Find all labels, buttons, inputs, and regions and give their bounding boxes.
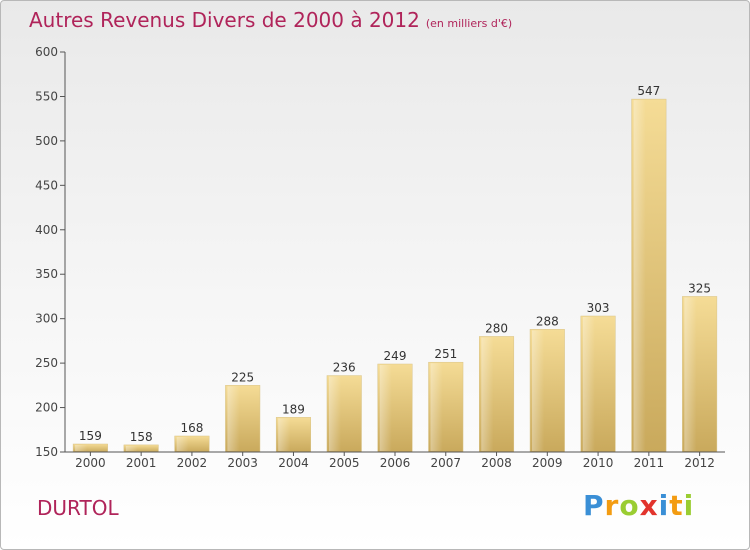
bar-value-label: 303 <box>587 301 610 315</box>
logo-letter: i <box>683 489 695 522</box>
x-tick-label: 2005 <box>329 456 360 470</box>
x-tick-label: 2000 <box>75 456 106 470</box>
logo-letter: i <box>658 489 670 522</box>
x-tick-label: 2001 <box>126 456 157 470</box>
y-tick-label: 550 <box>35 89 58 103</box>
y-tick-label: 500 <box>35 134 58 148</box>
y-tick-label: 400 <box>35 223 58 237</box>
bar-highlight <box>532 330 545 451</box>
bar-highlight <box>125 445 138 451</box>
x-tick-label: 2008 <box>481 456 512 470</box>
x-tick-label: 2002 <box>177 456 208 470</box>
bar-value-label: 236 <box>333 361 356 375</box>
logo-letter: t <box>669 489 684 522</box>
bar-value-label: 189 <box>282 402 305 416</box>
y-tick-label: 450 <box>35 178 58 192</box>
x-tick-label: 2011 <box>634 456 665 470</box>
bar-highlight <box>278 418 291 451</box>
x-tick-label: 2010 <box>583 456 614 470</box>
chart-title-block: Autres Revenus Divers de 2000 à 2012 (en … <box>29 8 512 32</box>
x-tick-label: 2012 <box>684 456 715 470</box>
x-tick-label: 2009 <box>532 456 563 470</box>
bar-value-label: 158 <box>130 430 153 444</box>
bar-highlight <box>328 376 342 451</box>
logo-letter: x <box>639 489 659 522</box>
y-tick-label: 350 <box>35 267 58 281</box>
chart-subtitle: (en milliers d'€) <box>425 17 513 30</box>
bar-highlight <box>176 437 189 451</box>
logo-letter: r <box>604 489 620 522</box>
logo-letter: P <box>583 489 605 522</box>
y-tick-label: 150 <box>35 445 58 459</box>
bar-highlight <box>481 337 494 451</box>
y-tick-label: 600 <box>35 45 58 59</box>
chart-title: Autres Revenus Divers de 2000 à 2012 <box>29 8 420 32</box>
bar-value-label: 168 <box>180 421 203 435</box>
bar-value-label: 159 <box>79 429 102 443</box>
bar-highlight <box>684 297 697 451</box>
x-tick-label: 2003 <box>227 456 258 470</box>
bar-value-label: 225 <box>231 370 254 384</box>
bar-value-label: 325 <box>688 281 711 295</box>
x-tick-label: 2007 <box>430 456 461 470</box>
bar-value-label: 547 <box>637 84 660 98</box>
y-tick-label: 200 <box>35 401 58 415</box>
bar-highlight <box>75 445 88 451</box>
bar-highlight <box>430 363 443 451</box>
x-tick-label: 2004 <box>278 456 309 470</box>
bar-value-label: 288 <box>536 314 559 328</box>
y-tick-label: 250 <box>35 356 58 370</box>
proxiti-logo: Proxiti <box>583 489 694 522</box>
bar-highlight <box>379 365 392 451</box>
bars: 159 158 168 225 189 236 249 251 280 288 303 547 325 <box>72 84 718 453</box>
x-tick-label: 2006 <box>380 456 411 470</box>
y-axis: 150 200 250 300 350 400 450 500 550 600 <box>35 45 66 459</box>
logo-letter: o <box>619 489 640 522</box>
bar-value-label: 280 <box>485 321 508 335</box>
bar-highlight <box>633 100 646 451</box>
bar-value-label: 249 <box>384 349 407 363</box>
bar-highlight <box>227 386 240 451</box>
place-name: DURTOL <box>37 496 119 520</box>
bar-highlight <box>582 317 595 451</box>
bar-value-label: 251 <box>434 347 457 361</box>
y-tick-label: 300 <box>35 312 58 326</box>
x-axis: 2000 2001 2002 2003 2004 2005 2006 2007 2008 2009… <box>65 451 725 470</box>
